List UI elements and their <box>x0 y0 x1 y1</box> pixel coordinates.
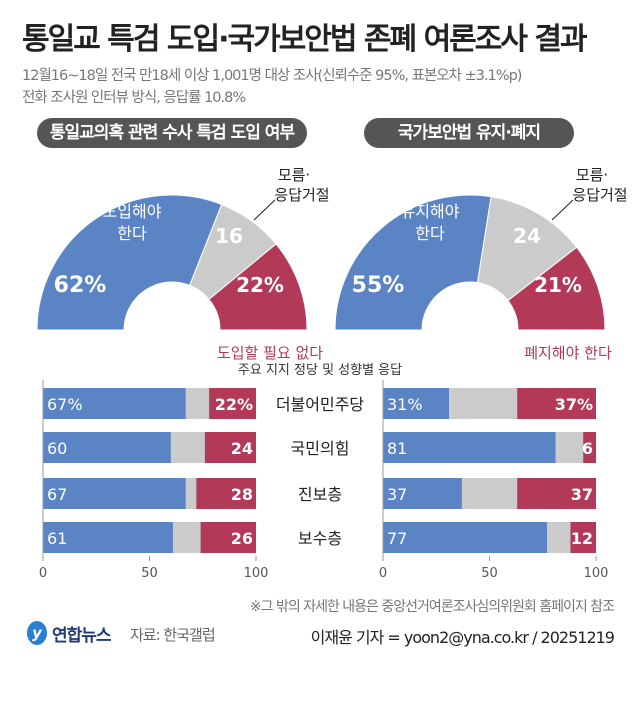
bar-1-3-blue-label: 77 <box>387 529 407 548</box>
bar-1-tick-label-0: 0 <box>379 566 387 581</box>
bar-1-2-blue-label: 37 <box>387 485 407 504</box>
pie-right-label-1a: 모름· <box>576 166 608 184</box>
pie-left-label-2: 도입할 필요 없다 <box>217 344 323 362</box>
bar-0-2-blue <box>43 478 186 509</box>
pie-left-leader <box>253 199 276 221</box>
pie-right-value-2: 21% <box>534 273 582 297</box>
bar-1-1-blue <box>383 432 556 463</box>
bar-1-1-red-label: 6 <box>582 439 593 458</box>
bar-0-1-red <box>204 432 256 463</box>
bar-1-3-red <box>570 522 596 553</box>
logo-text: 연합뉴스 <box>52 625 112 646</box>
bar-0-0-blue-label: 67% <box>47 395 83 414</box>
pie-right-slice-0 <box>334 194 492 331</box>
source: 자료: 한국갤럽 <box>130 626 216 644</box>
pie-right-title: 국가보안법 유지·폐지 <box>364 118 574 148</box>
bar-chart-title: 주요 지지 정당 및 성향별 응답 <box>238 363 402 378</box>
bar-0-tick-label-2: 100 <box>244 566 269 581</box>
bar-0-0-red-label: 22% <box>215 395 253 414</box>
bar-0-0-red <box>209 388 256 419</box>
bar-1-2-red-label: 37 <box>571 485 593 504</box>
bar-0-1-red-label: 24 <box>231 439 253 458</box>
bar-1-1-red <box>583 432 596 463</box>
bar-0-1-blue-label: 60 <box>47 439 67 458</box>
pie-right-value-0: 55% <box>352 273 405 298</box>
subtitle-method: 전화 조사원 인터뷰 방식, 응답률 10.8% <box>22 90 246 106</box>
pie-right-label-1b: 응답거절 <box>572 186 627 204</box>
pie-left-label-0b: 한다 <box>117 224 147 243</box>
pie-left-value-1: 16 <box>215 224 243 248</box>
bar-1-0-red-label: 37% <box>555 395 593 414</box>
logo-icon: y <box>27 621 47 645</box>
bar-0-tick-label-0: 0 <box>39 566 47 581</box>
bar-category-1: 국민의힘 <box>291 439 350 458</box>
pie-right-label-2: 폐지해야 한다 <box>524 344 612 362</box>
credit: 이재윤 기자 = yoon2@yna.co.kr / 20251219 <box>310 628 615 647</box>
bar-0-0-blue <box>43 388 186 419</box>
pie-right-label-0b: 한다 <box>415 224 445 243</box>
bar-1-2-blue <box>383 478 462 509</box>
bar-category-0: 더불어민주당 <box>276 395 365 414</box>
bar-0-2-red-label: 28 <box>231 485 253 504</box>
svg-text:y: y <box>32 624 43 642</box>
bar-0-3-red <box>200 522 256 553</box>
pie-left-title: 통일교의혹 관련 수사 특검 도입 여부 <box>37 118 307 148</box>
pie-left-slice-0 <box>36 194 223 331</box>
yonhap-logo: y 연합뉴스 <box>26 620 112 646</box>
bar-0-2-blue-label: 67 <box>47 485 67 504</box>
bar-1-0-red <box>517 388 596 419</box>
pie-right-value-1: 24 <box>513 224 541 248</box>
bar-1-0-blue <box>383 388 450 419</box>
bar-1-0-blue-label: 31% <box>387 395 423 414</box>
bar-1-3-red-label: 12 <box>571 529 593 548</box>
pie-right-label-0a: 유지해야 <box>401 202 460 221</box>
pie-right-leader <box>551 199 574 221</box>
pie-left-value-2: 22% <box>236 273 284 297</box>
bar-0-3-blue <box>43 522 173 553</box>
bar-0-2-red <box>196 478 256 509</box>
bar-0-1-blue <box>43 432 171 463</box>
bar-1-tick-label-2: 100 <box>584 566 609 581</box>
bar-1-1-blue-label: 81 <box>387 439 407 458</box>
bar-0-tick-label-1: 50 <box>141 566 158 581</box>
page-title: 통일교 특검 도입·국가보안법 존폐 여론조사 결과 <box>22 22 588 57</box>
subtitle-survey: 12월16~18일 전국 만18세 이상 1,001명 대상 조사(신뢰수준 9… <box>22 68 522 84</box>
bar-category-2: 진보층 <box>298 485 342 504</box>
bar-1-3-blue <box>383 522 548 553</box>
bar-1-2-red <box>517 478 596 509</box>
pie-left-label-1a: 모름· <box>278 166 310 184</box>
pie-right-slice-2 <box>507 246 606 331</box>
pie-left-label-1b: 응답거절 <box>274 186 329 204</box>
bar-category-3: 보수층 <box>298 529 342 548</box>
pie-left-label-0a: 도입해야 <box>103 202 162 221</box>
pie-left-slice-2 <box>208 243 308 331</box>
footnote: ※그 밖의 자세한 내용은 중앙선거여론조사심의위원회 홈페이지 참조 <box>249 599 615 615</box>
bar-1-tick-label-1: 50 <box>481 566 498 581</box>
pie-left-value-0: 62% <box>54 273 107 298</box>
bar-0-3-blue-label: 61 <box>47 529 67 548</box>
bar-0-3-red-label: 26 <box>231 529 253 548</box>
